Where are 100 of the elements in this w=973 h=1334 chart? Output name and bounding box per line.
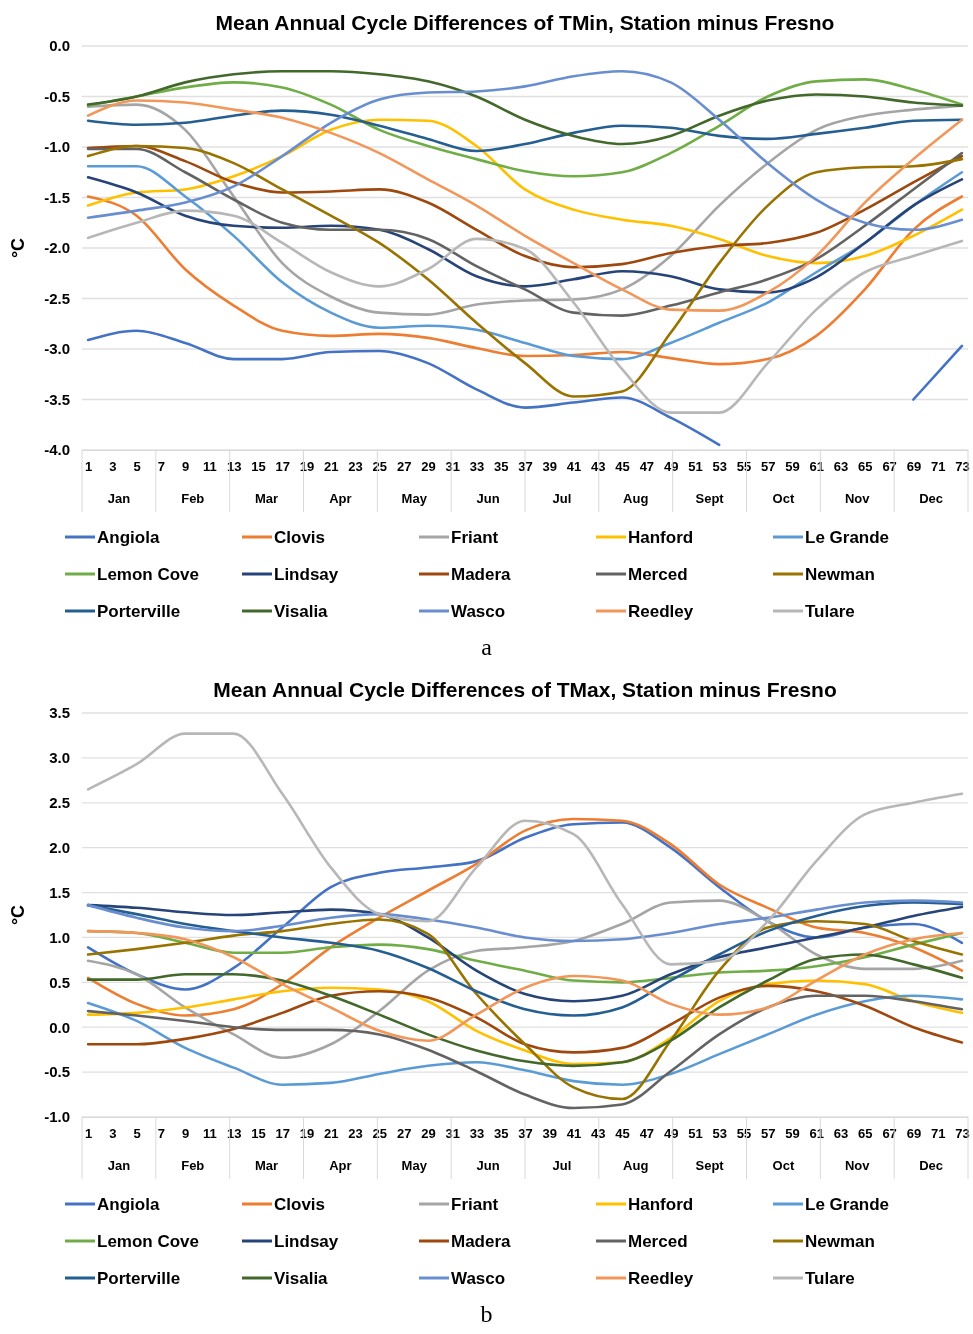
- x-tick-label: 59: [785, 459, 800, 475]
- line-series: [86, 69, 964, 146]
- x-tick-label: 35: [493, 1126, 509, 1142]
- text: Mar: [255, 1158, 279, 1173]
- x-tick-label: 31: [445, 1126, 460, 1142]
- text: Jul: [552, 491, 572, 506]
- line-series: [86, 984, 964, 1054]
- x-tick-label: 59: [785, 1126, 800, 1142]
- legend-label: Angiola: [97, 528, 160, 547]
- x-tick-label: 1: [84, 1126, 93, 1142]
- y-tick-label: 0.5: [49, 973, 70, 991]
- x-tick-label: 25: [372, 459, 388, 475]
- legend-label: Hanford: [628, 528, 694, 547]
- legend-label: Merced: [628, 565, 688, 584]
- legend-label: Lemon Cove: [97, 565, 200, 584]
- x-tick-label: 41: [566, 1126, 582, 1142]
- line-series: [86, 176, 964, 294]
- legend-label: Lindsay: [274, 1232, 339, 1251]
- x-tick-label: 63: [833, 1126, 849, 1142]
- legend-label: Tulare: [805, 1269, 855, 1288]
- y-tick-label: 0.0: [49, 37, 70, 55]
- chart-title: Mean Annual Cycle Differences of TMin, Station minus Fresno: [215, 11, 835, 34]
- text: Jun: [476, 491, 500, 506]
- line-series: [86, 109, 964, 153]
- x-tick-label: 3: [109, 459, 117, 475]
- x-tick-label: 71: [930, 459, 946, 475]
- x-tick-label: 73: [955, 459, 970, 475]
- y-tick-label: -1.0: [44, 1108, 70, 1126]
- text: Sept: [695, 491, 725, 506]
- legend-label: Porterville: [97, 1269, 181, 1288]
- text: May: [401, 491, 428, 506]
- y-tick-label: 3.5: [49, 704, 70, 722]
- legend-label: Reedley: [628, 1269, 694, 1288]
- legend-label: Visalia: [274, 1269, 329, 1288]
- legend-label: Hanford: [628, 1195, 694, 1214]
- text: Apr: [329, 491, 352, 506]
- text: Oct: [772, 1158, 795, 1173]
- legend-label: Friant: [451, 1195, 499, 1214]
- legend-label: Visalia: [274, 602, 329, 621]
- x-tick-label: 61: [809, 459, 825, 475]
- x-tick-label: 23: [348, 459, 363, 475]
- text: Jan: [107, 1158, 131, 1173]
- x-tick-label: 7: [157, 459, 166, 475]
- y-tick-label: 1.0: [49, 928, 70, 946]
- y-tick-label: -0.5: [44, 87, 70, 105]
- x-tick-label: 47: [639, 1126, 655, 1142]
- x-tick-label: 15: [251, 1126, 266, 1142]
- x-tick-label: 57: [761, 1126, 776, 1142]
- x-tick-label: 13: [226, 459, 242, 475]
- x-tick-label: 51: [688, 1126, 703, 1142]
- x-tick-label: 51: [688, 459, 703, 475]
- x-tick-label: 31: [445, 459, 460, 475]
- y-tick-label: -3.0: [44, 340, 70, 358]
- x-tick-label: 35: [493, 459, 509, 475]
- line-series: [86, 69, 964, 232]
- text: Aug: [623, 491, 649, 506]
- y-tick-label: -0.5: [44, 1063, 70, 1081]
- x-tick-label: 71: [930, 1126, 946, 1142]
- x-tick-label: 41: [566, 459, 582, 475]
- x-tick-label: 45: [615, 459, 630, 475]
- y-tick-label: 3.0: [49, 749, 70, 767]
- x-tick-label: 15: [251, 459, 266, 475]
- x-tick-label: 47: [639, 459, 655, 475]
- x-tick-label: 11: [203, 459, 217, 475]
- text: Dec: [919, 491, 944, 506]
- line-series: [86, 953, 964, 1068]
- legend-label: Lemon Cove: [97, 1232, 200, 1251]
- y-tick-label: -2.5: [44, 289, 70, 307]
- text: Sept: [695, 1158, 725, 1173]
- x-tick-label: 65: [858, 459, 873, 475]
- x-tick-label: 21: [324, 1126, 339, 1142]
- x-tick-label: 7: [157, 1126, 166, 1142]
- x-tick-label: 11: [203, 1126, 217, 1142]
- x-tick-label: 1: [84, 459, 93, 475]
- y-axis-title: °C: [8, 904, 28, 926]
- text: b: [480, 1301, 493, 1327]
- x-tick-label: 39: [542, 459, 558, 475]
- chart-title: Mean Annual Cycle Differences of TMax, Station minus Fresno: [213, 678, 837, 701]
- x-tick-label: 9: [182, 459, 190, 475]
- legend-label: Reedley: [628, 602, 694, 621]
- x-tick-label: 27: [396, 459, 412, 475]
- text: Jul: [552, 1158, 572, 1173]
- x-tick-label: 3: [109, 1126, 117, 1142]
- x-tick-label: 5: [133, 1126, 141, 1142]
- x-tick-label: 73: [955, 1126, 970, 1142]
- text: Jun: [476, 1158, 500, 1173]
- text: Aug: [623, 1158, 649, 1173]
- text: Oct: [772, 491, 795, 506]
- x-tick-label: 69: [906, 1126, 922, 1142]
- legend-label: Wasco: [451, 1269, 506, 1288]
- text: Nov: [844, 1158, 871, 1173]
- x-tick-label: 29: [421, 459, 436, 475]
- x-tick-label: 21: [324, 459, 339, 475]
- text: Apr: [329, 1158, 352, 1173]
- y-tick-label: 2.0: [49, 838, 70, 856]
- text: Feb: [181, 491, 205, 506]
- y-tick-label: -1.0: [44, 138, 70, 156]
- line-series: [86, 144, 964, 269]
- x-tick-label: 17: [275, 1126, 290, 1142]
- x-tick-label: 37: [518, 1126, 533, 1142]
